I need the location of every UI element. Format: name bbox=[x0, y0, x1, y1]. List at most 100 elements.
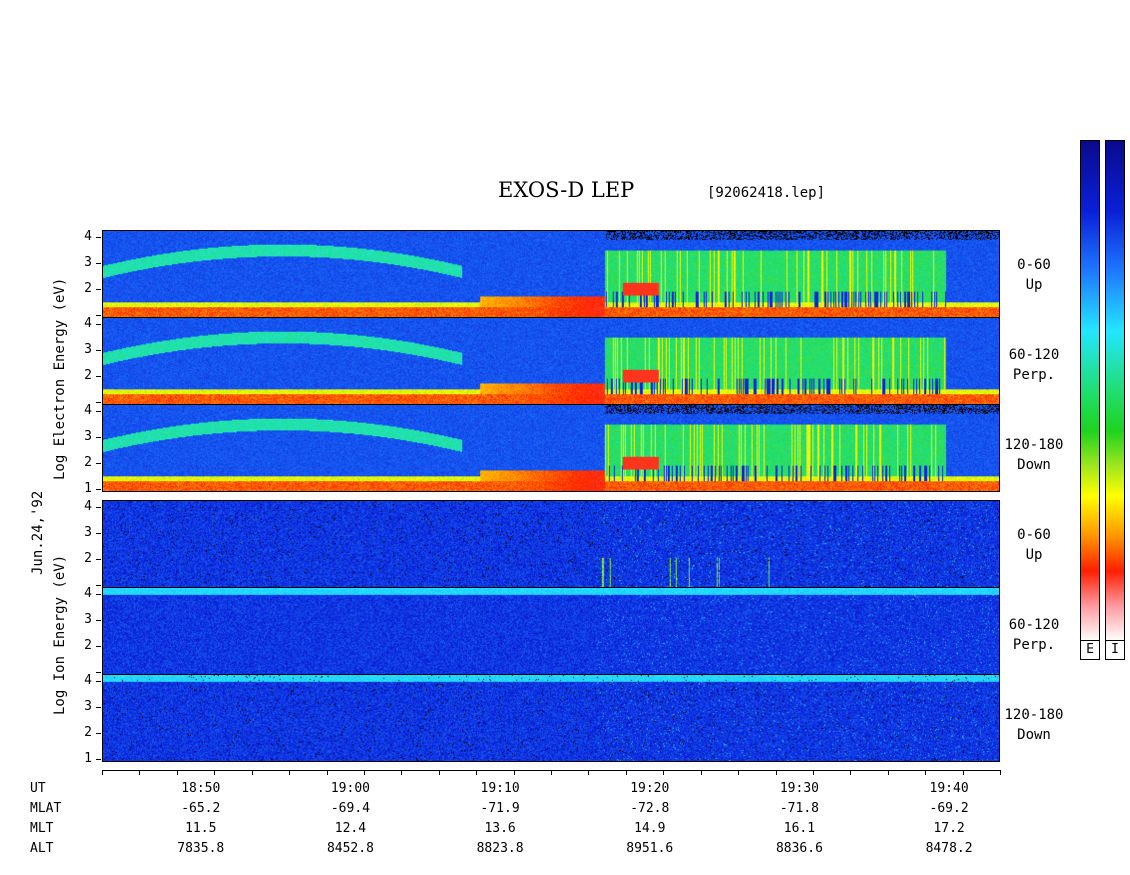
x-minor-tick bbox=[214, 770, 216, 775]
electron-colorbar-scale bbox=[1081, 141, 1099, 641]
y-tick-label: 1 bbox=[84, 750, 92, 766]
x-minor-tick bbox=[925, 770, 927, 775]
y-tick-mark bbox=[96, 671, 101, 673]
x-minor-tick bbox=[812, 770, 814, 775]
electron-up-spectrogram bbox=[103, 231, 999, 317]
ion-colorbar: I bbox=[1105, 140, 1125, 660]
panel-label-ion-up: 0-60 Up bbox=[1004, 525, 1064, 565]
ephemeris-mlt-value: 13.6 bbox=[484, 821, 516, 836]
alt-row-label: ALT bbox=[30, 841, 54, 856]
y-tick-mark bbox=[96, 645, 101, 647]
x-minor-tick bbox=[102, 770, 103, 775]
y-tick-mark bbox=[96, 680, 101, 682]
y-tick-label: 4 bbox=[84, 498, 92, 514]
pitch-label: 0-60 bbox=[1017, 257, 1051, 273]
ion-axis-label: Log Ion Energy (eV) bbox=[52, 554, 68, 715]
ephemeris-ut-value: 19:20 bbox=[630, 781, 670, 796]
ephemeris-alt-value: 8951.6 bbox=[626, 841, 674, 856]
electron-perp-panel bbox=[102, 317, 1000, 405]
x-minor-tick bbox=[625, 770, 627, 775]
ephemeris-ut-value: 19:30 bbox=[779, 781, 819, 796]
ephemeris-alt-value: 8478.2 bbox=[925, 841, 973, 856]
ephemeris-mlat-value: -71.8 bbox=[779, 801, 819, 816]
y-tick-mark bbox=[96, 584, 101, 586]
y-tick-label: 2 bbox=[84, 280, 92, 296]
direction-label: Down bbox=[1017, 457, 1051, 473]
y-tick-label: 2 bbox=[84, 550, 92, 566]
x-minor-tick bbox=[513, 770, 515, 775]
ephemeris-ut-value: 19:00 bbox=[330, 781, 370, 796]
x-minor-tick bbox=[289, 770, 291, 775]
y-tick-label: 3 bbox=[84, 698, 92, 714]
y-tick-label: 3 bbox=[84, 341, 92, 357]
y-tick-mark bbox=[96, 706, 101, 708]
ion-colorbar-label: I bbox=[1106, 640, 1124, 659]
electron-down-spectrogram bbox=[103, 405, 999, 491]
x-minor-tick bbox=[700, 770, 702, 775]
x-minor-tick bbox=[1000, 770, 1001, 775]
y-tick-mark bbox=[96, 488, 101, 490]
y-tick-mark bbox=[96, 375, 101, 377]
y-tick-mark bbox=[96, 558, 101, 560]
electron-perp-spectrogram bbox=[103, 318, 999, 404]
y-tick-label: 4 bbox=[84, 228, 92, 244]
direction-label: Up bbox=[1025, 547, 1043, 563]
x-minor-tick bbox=[176, 770, 178, 775]
x-minor-tick bbox=[438, 770, 440, 775]
y-tick-mark bbox=[96, 410, 101, 412]
direction-label: Perp. bbox=[1012, 637, 1056, 653]
direction-label: Up bbox=[1025, 277, 1043, 293]
electron-down-panel bbox=[102, 404, 1000, 492]
x-minor-tick bbox=[775, 770, 777, 775]
mlt-row-label: MLT bbox=[30, 821, 54, 836]
ephemeris-mlat-value: -69.2 bbox=[929, 801, 969, 816]
y-tick-mark bbox=[96, 619, 101, 621]
date-label: Jun.24,'92 bbox=[30, 490, 46, 575]
x-minor-tick bbox=[551, 770, 552, 775]
y-tick-mark bbox=[96, 236, 101, 238]
y-tick-label: 2 bbox=[84, 637, 92, 653]
y-tick-label: 2 bbox=[84, 454, 92, 470]
ion-perp-spectrogram bbox=[103, 588, 999, 674]
x-minor-tick bbox=[588, 770, 590, 775]
y-tick-mark bbox=[96, 401, 101, 403]
y-tick-mark bbox=[96, 506, 101, 508]
mlat-row-label: MLAT bbox=[30, 801, 62, 816]
ion-up-panel bbox=[102, 500, 1000, 588]
direction-label: Down bbox=[1017, 727, 1051, 743]
y-tick-label: 3 bbox=[84, 254, 92, 270]
file-name: [92062418.lep] bbox=[707, 185, 826, 201]
y-tick-mark bbox=[96, 532, 101, 534]
y-tick-label: 3 bbox=[84, 428, 92, 444]
y-tick-mark bbox=[96, 262, 101, 264]
x-minor-tick bbox=[251, 770, 253, 775]
panel-label-electron-up: 0-60 Up bbox=[1004, 255, 1064, 295]
y-tick-label: 3 bbox=[84, 611, 92, 627]
x-minor-tick bbox=[738, 770, 740, 775]
y-tick-mark bbox=[96, 732, 101, 734]
ephemeris-mlt-value: 17.2 bbox=[933, 821, 965, 836]
x-minor-tick bbox=[363, 770, 365, 775]
pitch-label: 120-180 bbox=[1004, 437, 1064, 453]
y-tick-mark bbox=[96, 288, 101, 290]
ephemeris-mlt-value: 16.1 bbox=[783, 821, 816, 836]
ut-row-label: UT bbox=[30, 781, 46, 796]
y-tick-mark bbox=[96, 323, 101, 325]
ephemeris-alt-value: 8836.6 bbox=[775, 841, 823, 856]
ephemeris-ut-value: 19:40 bbox=[929, 781, 969, 796]
x-minor-tick bbox=[139, 770, 141, 775]
ephemeris-mlt-value: 14.9 bbox=[634, 821, 666, 836]
panel-label-ion-perp: 60-120 Perp. bbox=[1004, 615, 1064, 655]
ion-perp-panel bbox=[102, 587, 1000, 675]
electron-colorbar: E bbox=[1080, 140, 1100, 660]
x-minor-tick bbox=[850, 770, 852, 775]
y-tick-label: 4 bbox=[84, 315, 92, 331]
y-tick-label: 4 bbox=[84, 585, 92, 601]
ion-down-spectrogram bbox=[103, 675, 999, 761]
electron-colorbar-label: E bbox=[1081, 640, 1099, 659]
x-minor-tick bbox=[887, 770, 889, 775]
ephemeris-mlat-value: -69.4 bbox=[330, 801, 370, 816]
y-tick-label: 4 bbox=[84, 402, 92, 418]
ephemeris-ut-value: 19:10 bbox=[480, 781, 520, 796]
ion-up-spectrogram bbox=[103, 501, 999, 587]
